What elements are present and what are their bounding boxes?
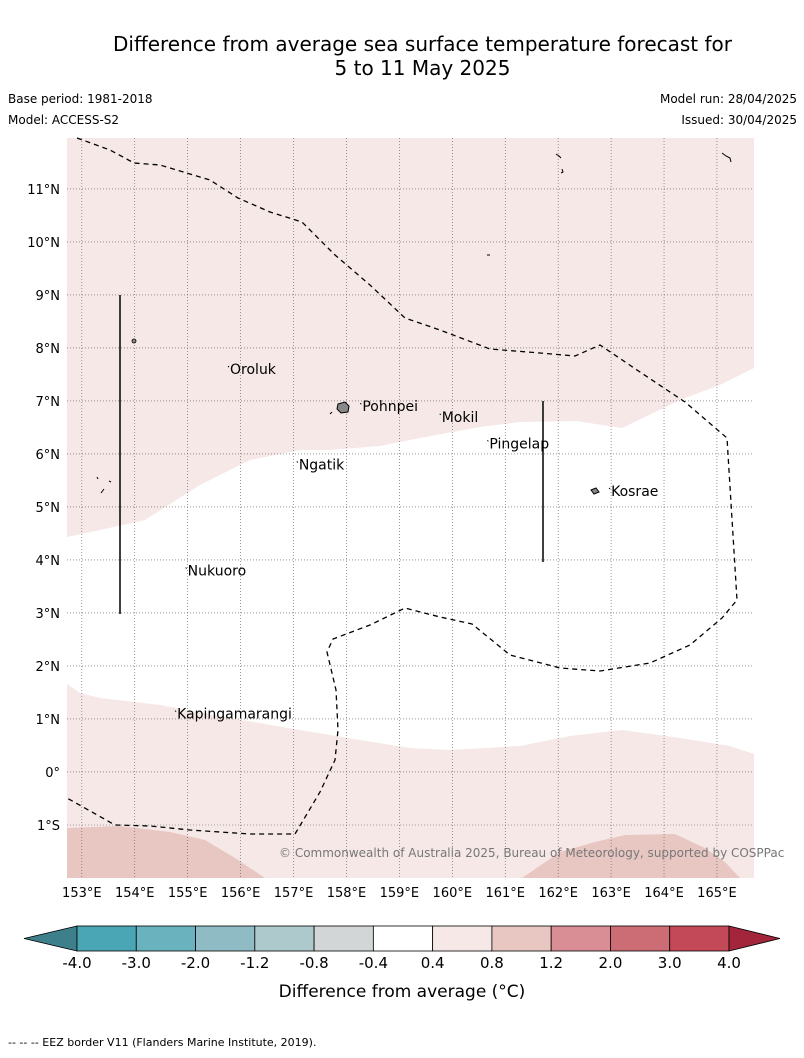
colorbar-bin — [669, 925, 730, 952]
title-line-1: Difference from average sea surface temp… — [112, 32, 732, 56]
place-marker — [185, 567, 188, 569]
small-island-shape — [131, 338, 137, 344]
longitude-tick-label: 163°E — [591, 886, 631, 901]
place-label: Kapingamarangi — [177, 707, 292, 723]
colorbar-tick-label: -0.4 — [359, 954, 388, 972]
pohnpei-island-shape — [336, 401, 350, 414]
eez-border-north — [66, 137, 738, 835]
colorbar-tick-label: 0.4 — [421, 954, 445, 972]
colorbar-bin — [550, 925, 611, 952]
place-marker — [439, 413, 442, 416]
issued-date: Issued: 30/04/2025 — [681, 113, 797, 127]
longitude-tick-label: 158°E — [327, 886, 367, 901]
longitude-tick-label: 162°E — [538, 886, 578, 901]
small-island-shape — [721, 152, 732, 163]
small-island-shape — [555, 153, 564, 174]
colorbar-bin — [313, 925, 374, 952]
place-label: Kosrae — [611, 484, 658, 500]
anomaly-region-south — [67, 684, 754, 878]
place-marker — [174, 710, 177, 713]
colorbar-bin — [135, 925, 196, 952]
model-run: Model run: 28/04/2025 — [659, 92, 797, 106]
colorbar-tick-label: -1.2 — [240, 954, 269, 972]
longitude-tick-label: 160°E — [433, 886, 473, 901]
colorbar: -4.0 -3.0 -2.0 -1.2 -0.8 -0.4 0.4 0.8 1.2 2.0 3.0 4… — [23, 925, 781, 972]
base-period: Base period: 1981-2018 — [8, 92, 153, 106]
latitude-tick-label: 4°N — [36, 554, 61, 569]
longitude-tick-label: 153°E — [62, 886, 102, 901]
place-marker — [359, 402, 362, 405]
place-marker — [487, 439, 489, 442]
colorbar-tick-label: -4.0 — [62, 954, 91, 972]
colorbar-bin — [254, 925, 315, 952]
colorbar-tick-label: -0.8 — [299, 954, 328, 972]
latitude-tick-label: 0° — [45, 766, 60, 781]
colorbar-bin — [195, 925, 256, 952]
eez-borders — [66, 137, 738, 835]
copyright-notice: © Commonwealth of Australia 2025, Bureau… — [279, 846, 784, 860]
longitude-labels: 153°E 154°E 155°E 156°E 157°E 158°E 159°E 160°E… — [62, 886, 737, 901]
sst-anomaly-map: Oroluk Pohnpei Mokil Pingelap Ngatik Kosrae Nu… — [23, 137, 784, 1002]
colorbar-bin — [491, 925, 552, 952]
place-label: Mokil — [442, 410, 479, 426]
longitude-tick-label: 156°E — [221, 886, 261, 901]
latitude-tick-label: 6°N — [36, 448, 61, 463]
place-label: Ngatik — [299, 458, 345, 474]
graticule — [67, 138, 754, 878]
latitude-tick-label: 1°S — [37, 819, 60, 834]
anomaly-region-southwest-warm — [67, 826, 265, 878]
longitude-tick-label: 157°E — [274, 886, 314, 901]
title-line-2: 5 to 11 May 2025 — [334, 56, 511, 80]
kosrae-island-shape — [590, 487, 600, 495]
colorbar-tick-label: 1.2 — [539, 954, 563, 972]
latitude-tick-label: 3°N — [36, 607, 61, 622]
colorbar-tick-label: 2.0 — [599, 954, 623, 972]
colorbar-bin — [432, 925, 493, 952]
latitude-tick-label: 11°N — [27, 183, 60, 198]
colorbar-label: Difference from average (°C) — [279, 982, 526, 1002]
longitude-tick-label: 154°E — [115, 886, 155, 901]
colorbar-tick-label: 4.0 — [717, 954, 741, 972]
colorbar-extend-high — [728, 925, 781, 952]
islands — [96, 152, 732, 495]
place-label: Pohnpei — [362, 399, 418, 415]
latitude-labels: 11°N 10°N 9°N 8°N 7°N 6°N 5°N 4°N 3°N 2°N 1°N 0° 1°S — [27, 183, 60, 834]
colorbar-bin — [610, 925, 671, 952]
model-name: Model: ACCESS-S2 — [8, 113, 120, 127]
latitude-tick-label: 7°N — [36, 395, 61, 410]
eez-legend-note: -- -- -- EEZ border V11 (Flanders Marine… — [8, 1036, 317, 1049]
longitude-tick-label: 161°E — [485, 886, 525, 901]
colorbar-extend-low — [23, 925, 78, 952]
latitude-tick-label: 1°N — [36, 713, 61, 728]
place-marker — [227, 365, 230, 368]
place-marker — [608, 487, 611, 490]
latitude-tick-label: 9°N — [36, 289, 61, 304]
latitude-tick-label: 5°N — [36, 501, 61, 516]
latitude-tick-label: 10°N — [27, 236, 60, 251]
colorbar-tick-label: 0.8 — [480, 954, 504, 972]
place-label: Pingelap — [489, 436, 549, 452]
place-labels: Oroluk Pohnpei Mokil Pingelap Ngatik Kosrae Nu… — [174, 362, 658, 723]
small-island-shape — [96, 476, 112, 494]
longitude-tick-label: 164°E — [644, 886, 684, 901]
latitude-tick-label: 8°N — [36, 342, 61, 357]
longitude-tick-label: 155°E — [168, 886, 208, 901]
small-island-shape — [329, 411, 333, 415]
colorbar-bin — [76, 925, 137, 952]
colorbar-bin — [372, 925, 434, 952]
latitude-tick-label: 2°N — [36, 660, 61, 675]
colorbar-tick-label: -2.0 — [181, 954, 210, 972]
chart-title: Difference from average sea surface temp… — [0, 32, 804, 80]
longitude-tick-label: 159°E — [380, 886, 420, 901]
anomaly-region-north — [67, 138, 754, 537]
place-label: Oroluk — [230, 362, 277, 378]
anomaly-region-southeast-warm — [522, 834, 740, 878]
colorbar-tick-label: -3.0 — [122, 954, 151, 972]
colorbar-tick-label: 3.0 — [658, 954, 682, 972]
place-label: Nukuoro — [188, 564, 246, 580]
longitude-tick-label: 165°E — [697, 886, 737, 901]
place-marker — [296, 461, 299, 463]
